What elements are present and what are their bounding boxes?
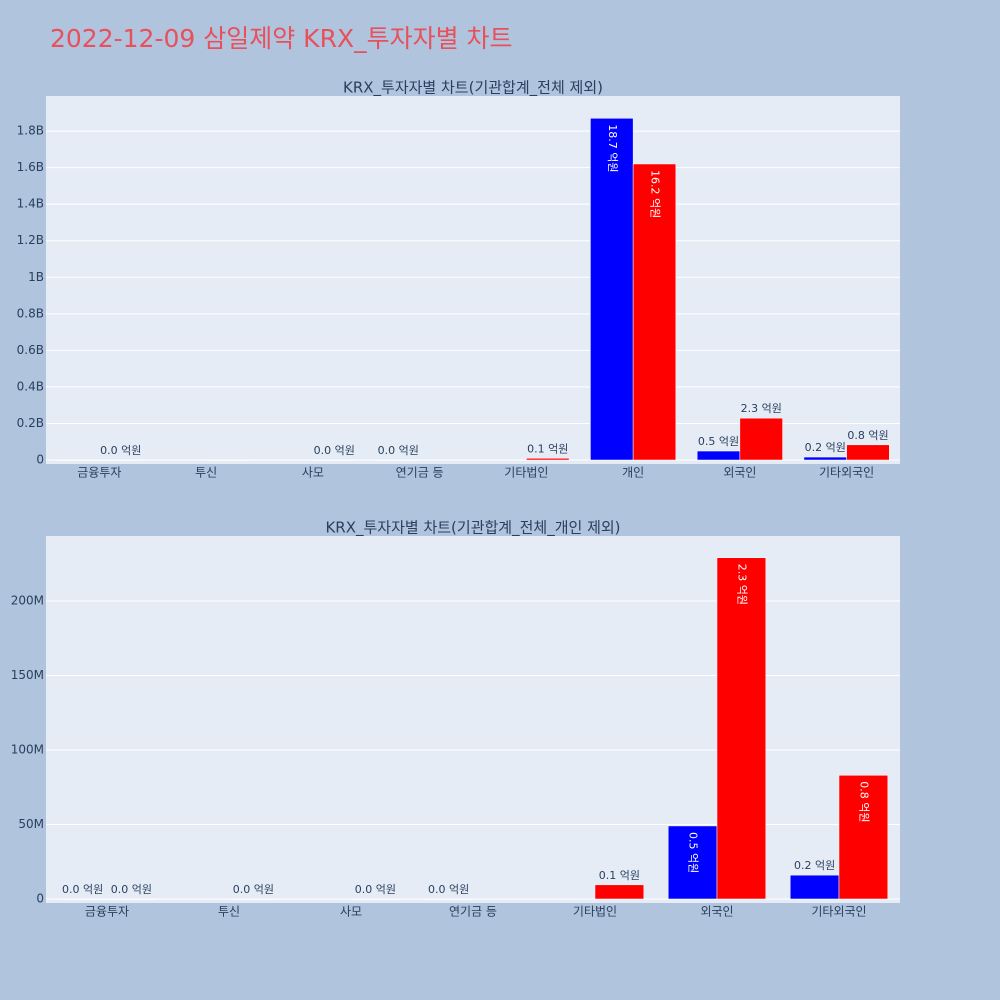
bar: [526, 458, 570, 461]
x-tick-label: 금융투자: [77, 466, 121, 480]
data-label: 0.5 억원: [687, 832, 700, 873]
plot-area: [46, 536, 900, 903]
plot-area: [46, 96, 900, 464]
bar: [716, 557, 767, 900]
y-tick-label: 150M: [11, 668, 44, 682]
y-tick-label: 1.4B: [17, 197, 44, 211]
y-tick-label: 0.8B: [17, 306, 44, 320]
bar: [57, 898, 108, 900]
data-label: 0.0 억원: [100, 444, 141, 457]
bar: [205, 459, 250, 461]
bar: [594, 884, 645, 900]
x-tick-label: 기타법인: [573, 905, 617, 919]
bar: [803, 456, 847, 461]
bar: [632, 163, 677, 461]
bar: [739, 417, 783, 461]
y-tick-label: 50M: [18, 817, 44, 831]
chart-title: KRX_투자자별 차트(기관합계_전체 제외): [343, 79, 603, 98]
x-tick-label: 사모: [340, 905, 362, 919]
data-label: 2.3 억원: [741, 402, 782, 415]
bar: [789, 874, 840, 900]
y-tick-label: 1.8B: [17, 124, 44, 138]
x-tick-label: 기타외국인: [819, 466, 874, 480]
data-label: 0.1 억원: [527, 442, 568, 455]
bar: [312, 459, 356, 461]
x-tick-label: 금융투자: [85, 905, 129, 919]
page-title: 2022-12-09 삼일제약 KRX_투자자별 차트: [50, 24, 513, 53]
data-label: 0.0 억원: [111, 883, 152, 896]
bar: [350, 898, 401, 900]
bar: [667, 825, 718, 900]
data-label: 0.0 억원: [314, 444, 355, 457]
bar: [838, 775, 889, 900]
y-tick-label: 200M: [11, 593, 44, 607]
bar: [99, 459, 143, 461]
x-tick-label: 개인: [622, 466, 644, 480]
bar: [56, 459, 100, 461]
data-label: 16.2 억원: [648, 170, 661, 218]
bar: [423, 898, 474, 900]
data-label: 18.7 억원: [606, 124, 619, 172]
y-tick-label: 0.2B: [17, 416, 44, 430]
x-tick-label: 사모: [302, 466, 324, 480]
y-tick-label: 0.6B: [17, 343, 44, 357]
data-label: 0.0 억원: [428, 883, 469, 896]
data-label: 2.3 억원: [735, 564, 748, 605]
x-tick-label: 연기금 등: [449, 905, 497, 919]
y-tick-label: 1B: [28, 270, 44, 284]
x-tick-label: 투신: [195, 466, 217, 480]
x-tick-label: 투신: [218, 905, 240, 919]
bar: [696, 450, 741, 461]
chart-title: KRX_투자자별 차트(기관합계_전체_개인 제외): [325, 519, 620, 538]
data-label: 0.0 억원: [378, 444, 419, 457]
bar: [106, 898, 157, 900]
x-tick-label: 외국인: [723, 466, 756, 480]
y-tick-label: 0: [36, 452, 44, 466]
data-label: 0.2 억원: [794, 859, 835, 872]
data-label: 0.8 억원: [857, 781, 870, 822]
x-tick-label: 기타외국인: [811, 905, 866, 919]
data-label: 0.8 억원: [847, 429, 888, 442]
data-label: 0.0 억원: [355, 883, 396, 896]
bar: [590, 118, 634, 461]
bar: [376, 459, 420, 461]
data-label: 0.5 억원: [698, 435, 739, 448]
data-label: 0.0 억원: [62, 883, 103, 896]
data-label: 0.0 억원: [233, 883, 274, 896]
y-tick-label: 0: [36, 891, 44, 905]
y-tick-label: 100M: [11, 742, 44, 756]
data-label: 0.2 억원: [805, 441, 846, 454]
y-tick-label: 0.4B: [17, 379, 44, 393]
data-label: 0.1 억원: [599, 869, 640, 882]
y-tick-label: 1.6B: [17, 160, 44, 174]
y-tick-label: 1.2B: [17, 233, 44, 247]
x-tick-label: 기타법인: [504, 466, 548, 480]
bar: [846, 444, 890, 461]
x-tick-label: 외국인: [700, 905, 733, 919]
bar: [228, 898, 279, 900]
x-tick-label: 연기금 등: [396, 466, 444, 480]
